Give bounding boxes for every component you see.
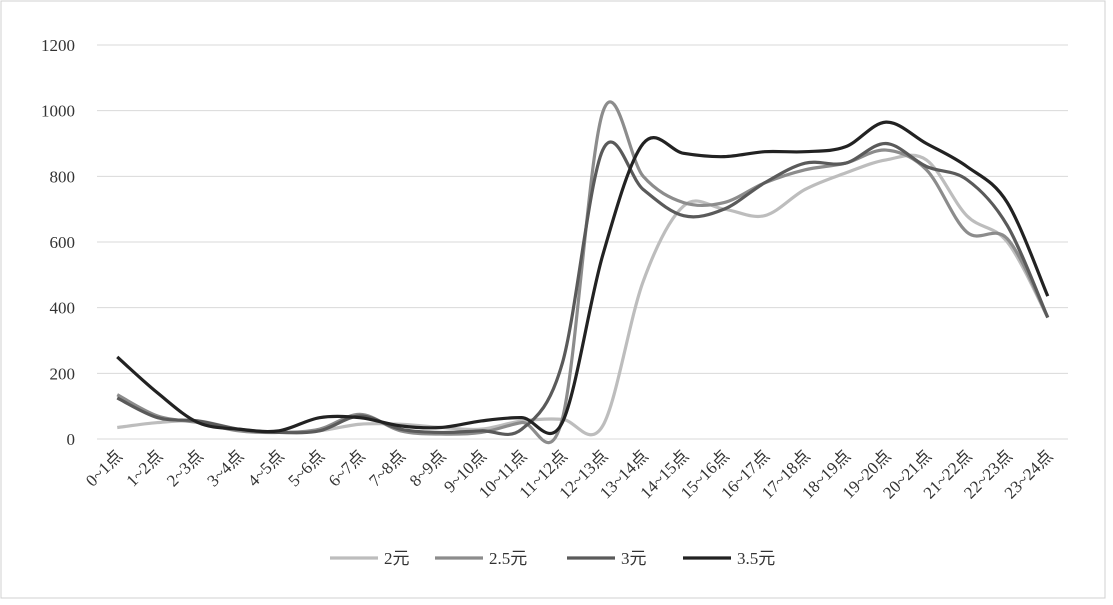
y-tick-label: 800 (50, 167, 76, 186)
series-line (116, 140, 1050, 437)
y-tick-label: 400 (50, 299, 76, 318)
legend-label: 3元 (621, 549, 647, 568)
legend-label: 2元 (384, 549, 410, 568)
y-tick-label: 600 (50, 233, 76, 252)
series-line (116, 120, 1050, 435)
y-tick-label: 0 (67, 430, 76, 449)
y-tick-label: 1000 (41, 102, 75, 121)
y-tick-label: 200 (50, 364, 76, 383)
legend-label: 2.5元 (489, 549, 527, 568)
legend-label: 3.5元 (737, 549, 775, 568)
y-tick-label: 1200 (41, 36, 75, 55)
